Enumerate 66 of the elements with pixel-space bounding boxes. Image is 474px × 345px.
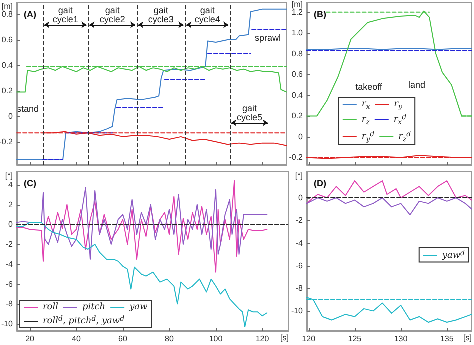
y-tick-label: 0.2 — [2, 86, 14, 96]
line-series — [306, 198, 472, 216]
y-tick-label: 0 — [298, 194, 304, 203]
y-axis-title: [°] — [295, 172, 303, 180]
y-tick-label: -2 — [296, 216, 304, 226]
annotation: land — [408, 80, 426, 90]
y-tick-label: -6 — [6, 280, 14, 289]
legend-label: yaw — [128, 302, 148, 312]
y-tick-label: 0.4 — [2, 61, 14, 70]
x-tick-label: 80 — [165, 334, 174, 344]
y-tick-label: 0 — [8, 112, 14, 122]
y-tick-label: -8 — [296, 284, 304, 294]
line-series — [16, 66, 287, 93]
y-tick-label: 1.2 — [292, 8, 304, 17]
annotation: sprawl — [254, 33, 282, 43]
y-axis-title: [m] — [2, 2, 13, 12]
annotation: gait cycle4 — [194, 6, 220, 24]
text: (B) — [314, 10, 326, 20]
text: (A) — [24, 10, 36, 20]
x-axis-title: [s] — [280, 334, 289, 342]
annotation: stand — [16, 104, 40, 114]
y-tick-label: -8 — [6, 300, 14, 309]
x-tick-label: 60 — [118, 334, 128, 344]
y-tick-label: -10 — [291, 306, 304, 316]
x-axis-title: [s] — [464, 334, 472, 342]
text: (C) — [24, 178, 36, 188]
annotation: gait cycle3 — [148, 6, 174, 24]
annotation: gait cycle2 — [100, 6, 126, 24]
x-tick-label: 125 — [348, 334, 362, 344]
x-tick-label: 120 — [302, 334, 316, 344]
y-tick-label: 1.0 — [292, 28, 304, 38]
x-tick-label: 130 — [394, 334, 408, 344]
x-tick-label: 120 — [256, 334, 270, 344]
annotation: gait cycle5 — [237, 104, 263, 122]
y-tick-label: -4 — [296, 238, 304, 248]
y-tick-label: 0.8 — [2, 10, 14, 19]
y-axis-title: [°] — [5, 172, 13, 180]
y-tick-label: 0.6 — [292, 70, 304, 80]
y-tick-label: 2 — [8, 200, 14, 210]
line-series — [16, 8, 287, 160]
text: (D) — [314, 178, 326, 188]
y-tick-label: -6 — [296, 261, 304, 270]
x-tick-label: 40 — [72, 334, 82, 344]
y-tick-label: 0.6 — [2, 35, 14, 44]
x-tick-label: 100 — [209, 334, 224, 344]
x-tick-label: 135 — [440, 334, 454, 344]
y-tick-label: 0 — [298, 132, 304, 142]
line-series — [16, 187, 268, 260]
y-axis-title: [m] — [292, 0, 303, 9]
y-tick-label: 0.8 — [292, 49, 304, 58]
annotation: gait cycle1 — [52, 6, 78, 24]
y-tick-label: -4 — [6, 260, 14, 269]
y-tick-label: -0.2 — [289, 153, 304, 162]
y-tick-label: 0.2 — [292, 112, 304, 121]
y-tick-label: 4 — [8, 180, 14, 190]
legend-label: roll — [43, 302, 59, 312]
x-tick-label: 20 — [26, 334, 36, 344]
legend-label: pitch — [82, 302, 106, 312]
annotation: takeoff — [356, 82, 383, 92]
line-series — [16, 222, 268, 328]
y-tick-label: -2 — [6, 240, 14, 250]
y-tick-label: -10 — [1, 320, 14, 329]
y-tick-label: 0.4 — [292, 90, 304, 100]
y-tick-label: 0 — [8, 220, 14, 230]
line-series — [16, 180, 268, 273]
line-series — [306, 180, 472, 204]
